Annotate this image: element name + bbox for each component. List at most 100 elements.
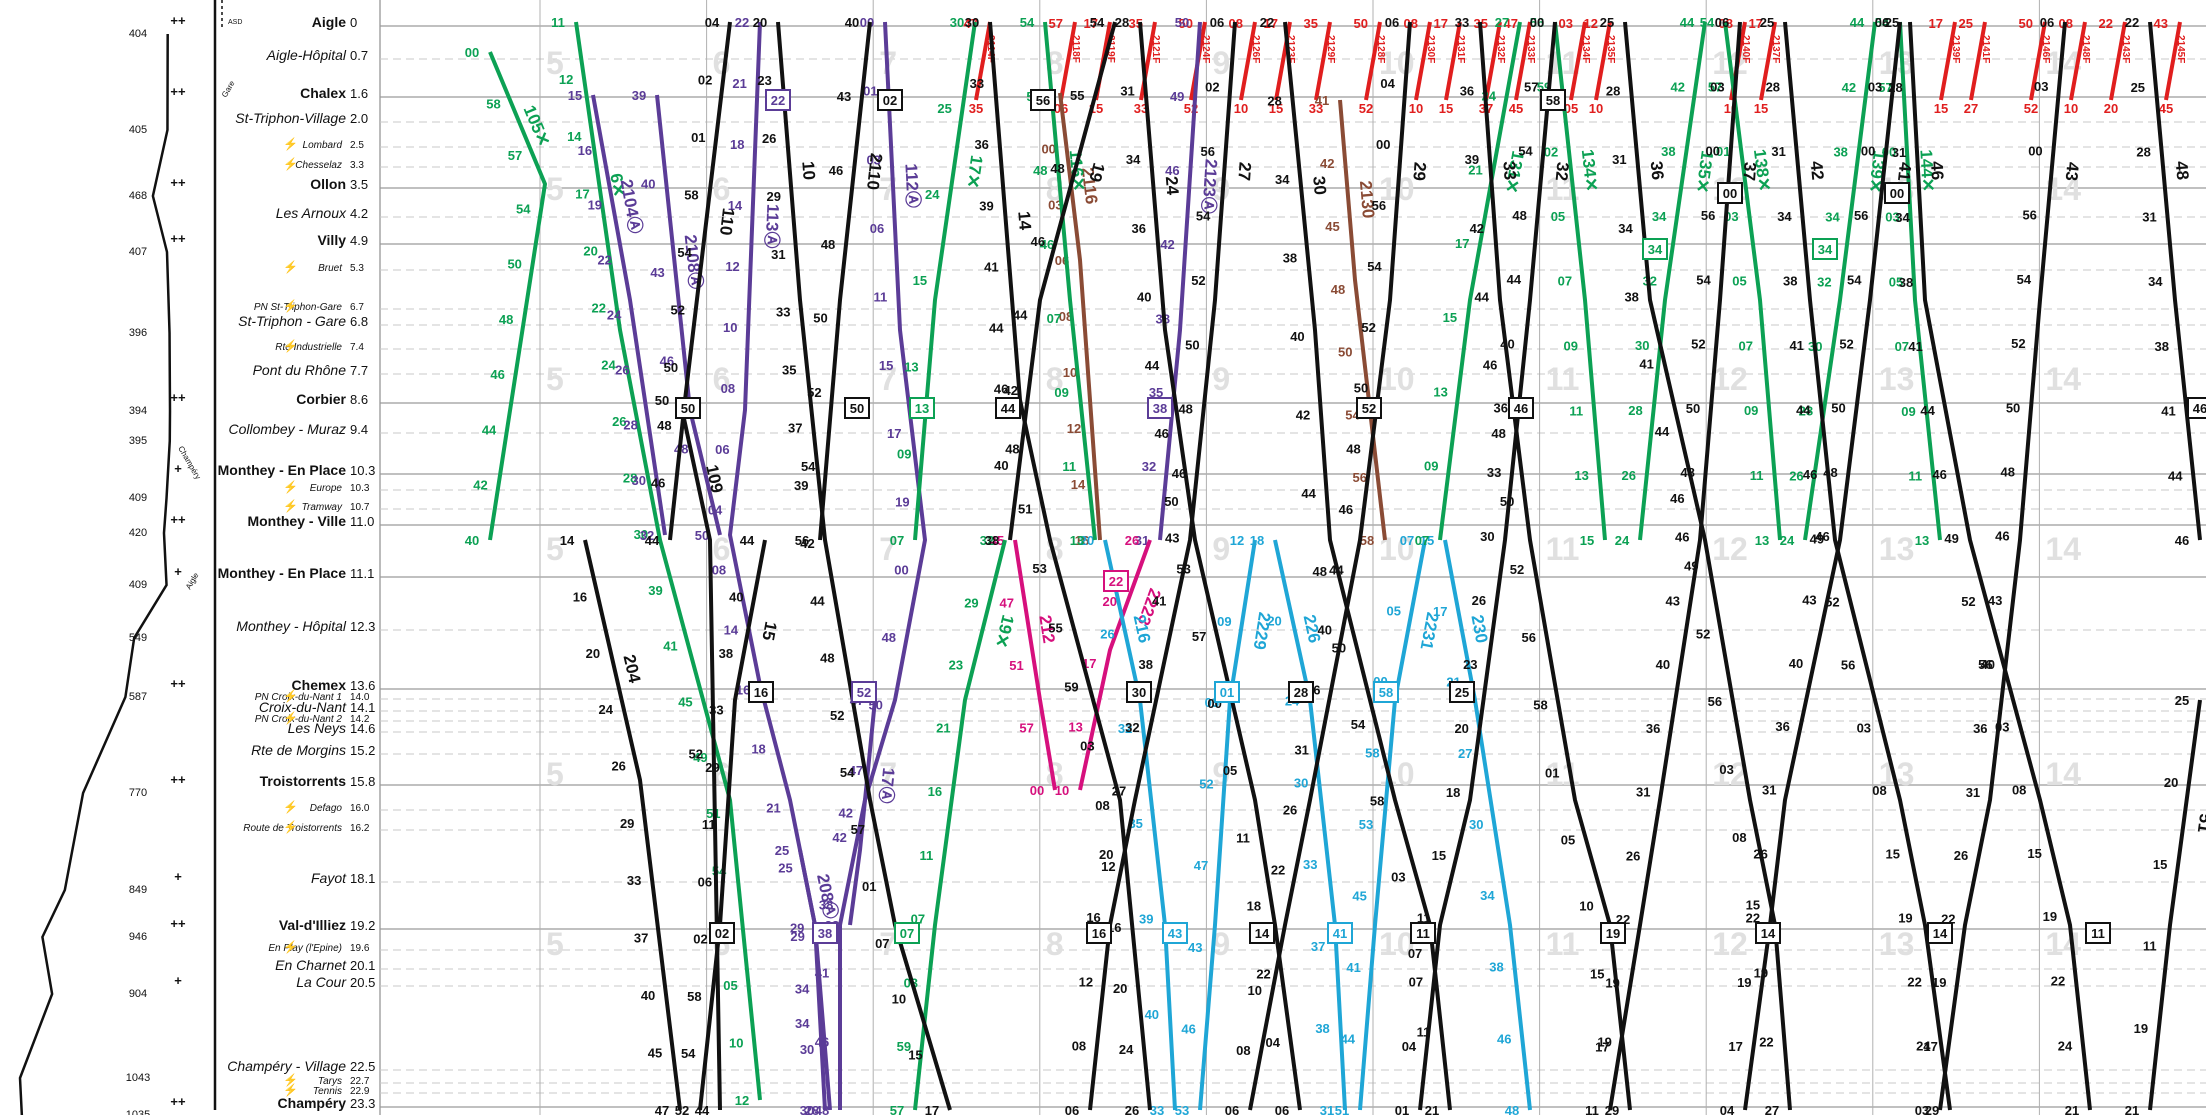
train-time: 19: [1898, 910, 1912, 925]
train-number: 112Ⓐ: [901, 163, 923, 208]
hour-watermark: 6: [713, 531, 731, 567]
train-path: [838, 21, 927, 1110]
train-time: 26: [612, 414, 626, 429]
train-time: 53: [1032, 561, 1046, 576]
train-time: 31: [1762, 782, 1776, 797]
train-time: 46: [1670, 491, 1684, 506]
train-time: 30: [1635, 338, 1649, 353]
train-time: 31: [1135, 533, 1149, 548]
train-time: 52: [1691, 337, 1705, 352]
crossing-time: 14: [1761, 926, 1776, 941]
train-time: 29: [705, 760, 719, 775]
train-time: 04: [1380, 76, 1395, 91]
train-time: 08: [2012, 783, 2026, 798]
hour-watermark: 8: [1046, 361, 1064, 397]
train-time: 18: [1446, 785, 1460, 800]
hour-watermark: 12: [1712, 361, 1748, 397]
train-time: 54: [1196, 208, 1211, 223]
crossing-time: 38: [818, 926, 832, 941]
train-time: 19: [895, 494, 909, 509]
train-time: 20: [1103, 594, 1117, 609]
train-time: 32: [980, 533, 994, 548]
red-train-number: 2131F: [1455, 35, 1466, 63]
station-name: Les Neys: [288, 720, 346, 736]
crossing-box: [1540, 89, 1566, 111]
train-time: 36: [1131, 221, 1145, 236]
train-time: 38: [1315, 1021, 1329, 1036]
train-time: 09: [1054, 385, 1068, 400]
crossing-time: 28: [1294, 685, 1308, 700]
crossing-time: 50: [681, 401, 695, 416]
train-time: 19: [2043, 909, 2057, 924]
station-name: PN Croix-du-Nant 1: [255, 692, 342, 703]
train-time: 33: [1455, 15, 1469, 30]
train-time: 45: [1352, 888, 1366, 903]
train-time: 54: [1847, 272, 1862, 287]
train-time: 56: [2022, 208, 2036, 223]
train-path: [1443, 539, 1532, 1111]
crossing-box: [1642, 238, 1668, 260]
station-name: Defago: [310, 803, 343, 814]
crossing-time: 02: [883, 93, 897, 108]
station-km: 0.7: [350, 48, 368, 63]
train-time: 26: [615, 363, 629, 378]
train-path: [488, 51, 547, 541]
train-time: 54: [2017, 272, 2032, 287]
train-time: 20: [1267, 613, 1281, 628]
train-time: 45: [1325, 219, 1339, 234]
train-time: 04: [1266, 1035, 1281, 1050]
train-time: 50: [813, 311, 827, 326]
train-number: 17Ⓐ: [876, 767, 899, 805]
train-time: 31: [1771, 144, 1785, 159]
station-km: 1.6: [350, 86, 368, 101]
train-time: 42: [800, 536, 814, 551]
crossing-box: [812, 922, 838, 944]
train-time: 17: [1595, 1039, 1609, 1054]
crossing-box: [1755, 922, 1781, 944]
train-time: 09: [1564, 339, 1578, 354]
train-time: 46: [660, 354, 674, 369]
train-time: 03: [1391, 869, 1405, 884]
train-time: 19: [588, 198, 602, 213]
level-crossing-icon: ⚡: [283, 299, 298, 313]
train-time: 18: [751, 741, 765, 756]
train-time: 29: [1925, 1103, 1939, 1115]
train-time: 17: [925, 1103, 939, 1115]
train-time: 00: [1030, 783, 1044, 798]
crossing-time: 16: [1092, 926, 1106, 941]
station-name: En Charnet: [275, 957, 347, 973]
train-time: 06: [2040, 15, 2054, 30]
hour-watermark: 11: [1546, 361, 1580, 397]
train-time: 59: [897, 1039, 911, 1054]
train-path: [1898, 21, 1942, 541]
train-time: 34: [2148, 274, 2163, 289]
train-time: 50: [1164, 494, 1178, 509]
train-time: 36: [974, 137, 988, 152]
train-time: 40: [994, 458, 1008, 473]
red-train-number: 2130F: [1425, 35, 1436, 63]
train-time: 38: [2155, 339, 2169, 354]
train-time: 57: [1708, 80, 1722, 95]
station-km: 22.5: [350, 1059, 375, 1074]
train-time: 03: [866, 152, 880, 167]
train-path: [1043, 21, 1097, 541]
red-train-number: 2141F: [1980, 35, 1991, 63]
crossing-time: 50: [850, 401, 864, 416]
train-time: 10: [1063, 365, 1077, 380]
hour-watermark: 7: [879, 531, 897, 567]
red-train-line: [1569, 21, 1587, 101]
train-time: 50: [1354, 381, 1368, 396]
crossing-box: [1249, 922, 1275, 944]
train-time: 15: [2153, 857, 2167, 872]
train-time: 17: [575, 186, 589, 201]
red-train-number: 2126F: [1250, 35, 1261, 63]
red-train-number: 2133F: [1525, 35, 1536, 63]
train-time: 28: [2136, 145, 2150, 160]
train-time: 54: [1518, 144, 1533, 159]
train-time: 34: [795, 981, 810, 996]
train-time: 03: [1048, 197, 1062, 212]
train-time: 44: [1680, 15, 1695, 30]
station-tracks: ++: [170, 676, 186, 691]
train-time: 33: [709, 703, 723, 718]
station-name: Monthey - En Place: [218, 462, 347, 478]
